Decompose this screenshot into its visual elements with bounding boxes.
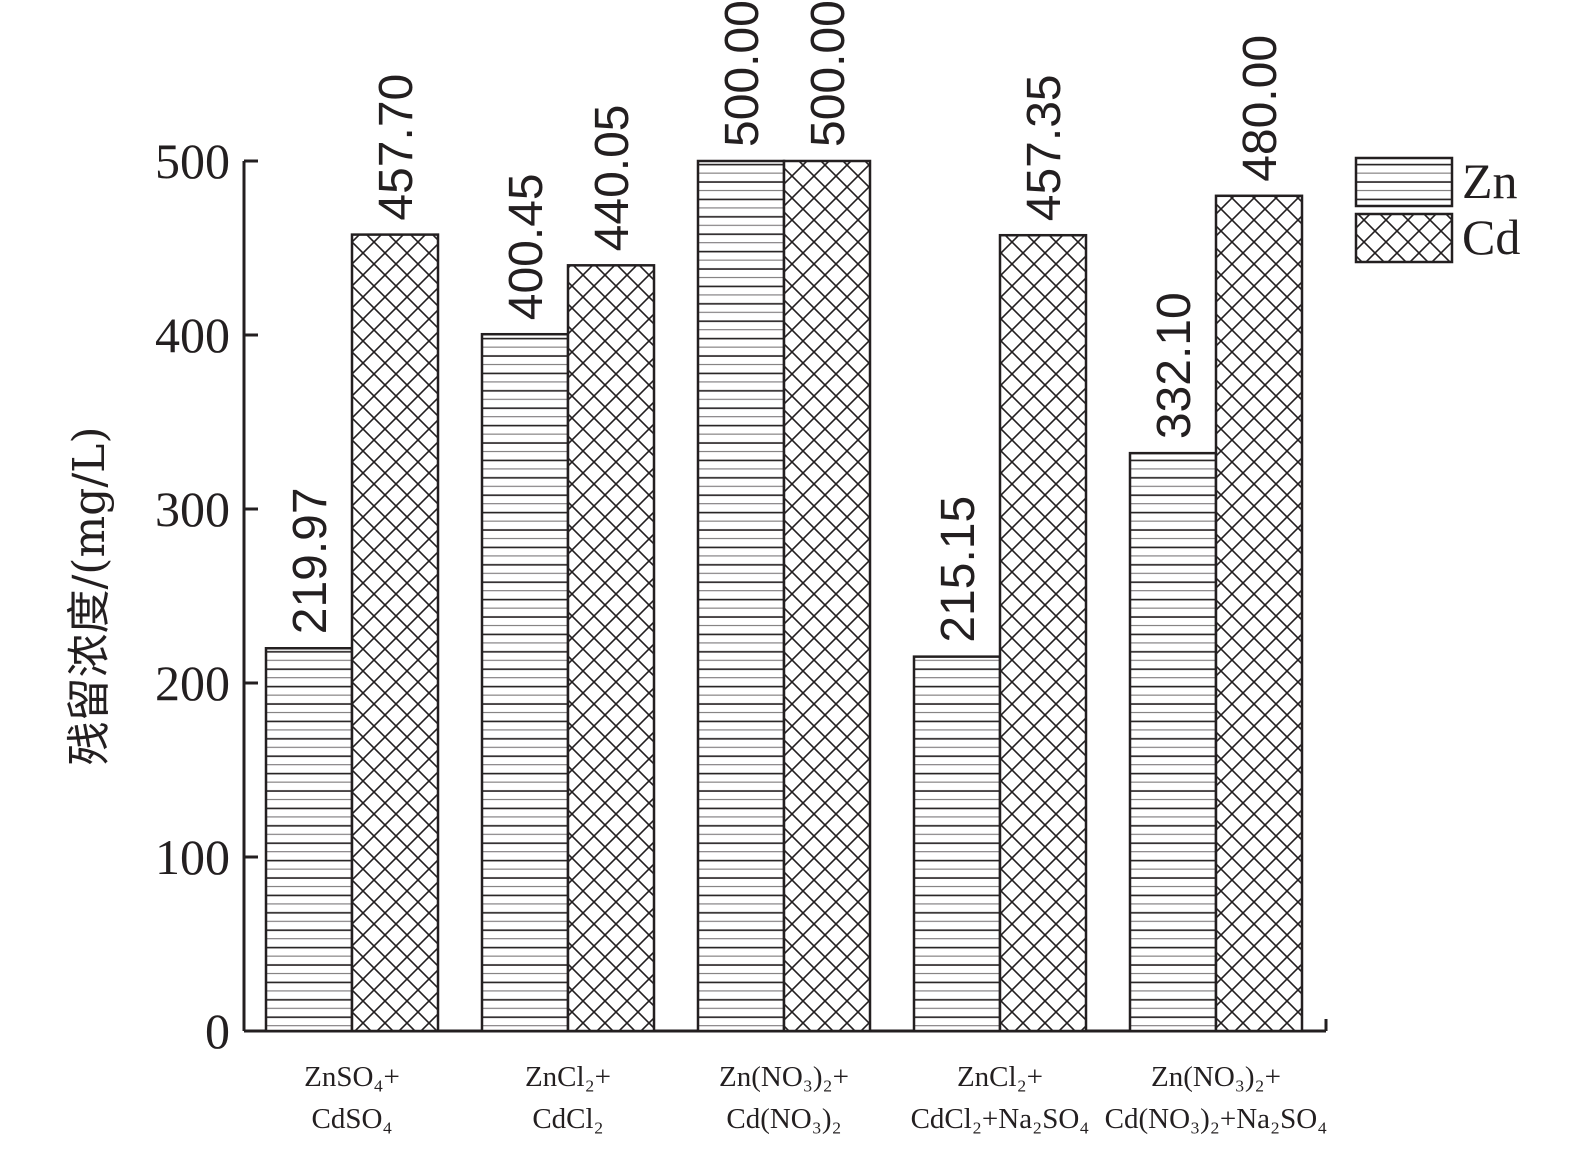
category-label-line2: CdCl₂ [532, 1103, 603, 1135]
value-label-zn: 400.45 [500, 173, 553, 320]
value-labels: 219.97 457.70 400.45 440.05 500.00 500.00 215.… [284, 0, 1287, 642]
bar-zn [912, 655, 1002, 1033]
value-label-cd: 457.70 [370, 74, 423, 221]
category-label-line2: CdCl₂+Na₂SO₄ [911, 1103, 1090, 1135]
bar-cd [566, 264, 656, 1033]
bar-cd [998, 233, 1088, 1033]
category-label-line2: Cd(NO₃)₂+Na₂SO₄ [1105, 1103, 1328, 1135]
category-label-line1: ZnCl₂+ [525, 1061, 611, 1093]
category-label-line1: ZnSO₄+ [304, 1061, 400, 1093]
y-tick-label: 0 [205, 1003, 230, 1059]
value-label-cd: 440.05 [586, 105, 639, 252]
legend-swatch-zn [1354, 156, 1454, 208]
bar-cd [1214, 194, 1304, 1033]
bar-cd [350, 233, 440, 1033]
category-label-line2: Cd(NO₃)₂ [726, 1103, 841, 1135]
y-axis-ticks: 0 100 200 300 400 500 [155, 133, 258, 1059]
bar-cd [782, 159, 872, 1033]
value-label-cd: 457.35 [1018, 74, 1071, 221]
category-label-line1: Zn(NO₃)₂+ [719, 1061, 849, 1093]
y-tick-label: 400 [155, 307, 230, 363]
bar-zn [264, 647, 354, 1033]
bar-zn [1128, 451, 1218, 1033]
value-label-cd: 480.00 [1234, 35, 1287, 182]
category-label-line2: CdSO₄ [311, 1103, 392, 1135]
category-label-line1: Zn(NO₃)₂+ [1151, 1061, 1281, 1093]
legend-label-cd: Cd [1462, 209, 1520, 265]
value-label-zn: 332.10 [1148, 292, 1201, 439]
y-axis-title: 残留浓度/(mg/L) [64, 426, 115, 765]
value-label-cd: 500.00 [802, 0, 855, 147]
value-label-zn: 219.97 [284, 487, 337, 634]
y-tick-label: 500 [155, 133, 230, 189]
y-tick-label: 200 [155, 655, 230, 711]
value-label-zn: 500.00 [716, 0, 769, 147]
bars [264, 159, 1304, 1033]
category-labels: ZnSO₄+ CdSO₄ ZnCl₂+ CdCl₂ Zn(NO₃)₂+ Cd(NO₃)₂ Z… [304, 1061, 1327, 1135]
category-label-line1: ZnCl₂+ [957, 1061, 1043, 1093]
y-tick-label: 100 [155, 829, 230, 885]
bar-zn [480, 332, 570, 1033]
bar-zn [696, 159, 786, 1033]
legend-swatch-cd [1354, 212, 1454, 264]
value-label-zn: 215.15 [932, 496, 985, 643]
y-tick-label: 300 [155, 481, 230, 537]
legend-label-zn: Zn [1462, 153, 1518, 209]
